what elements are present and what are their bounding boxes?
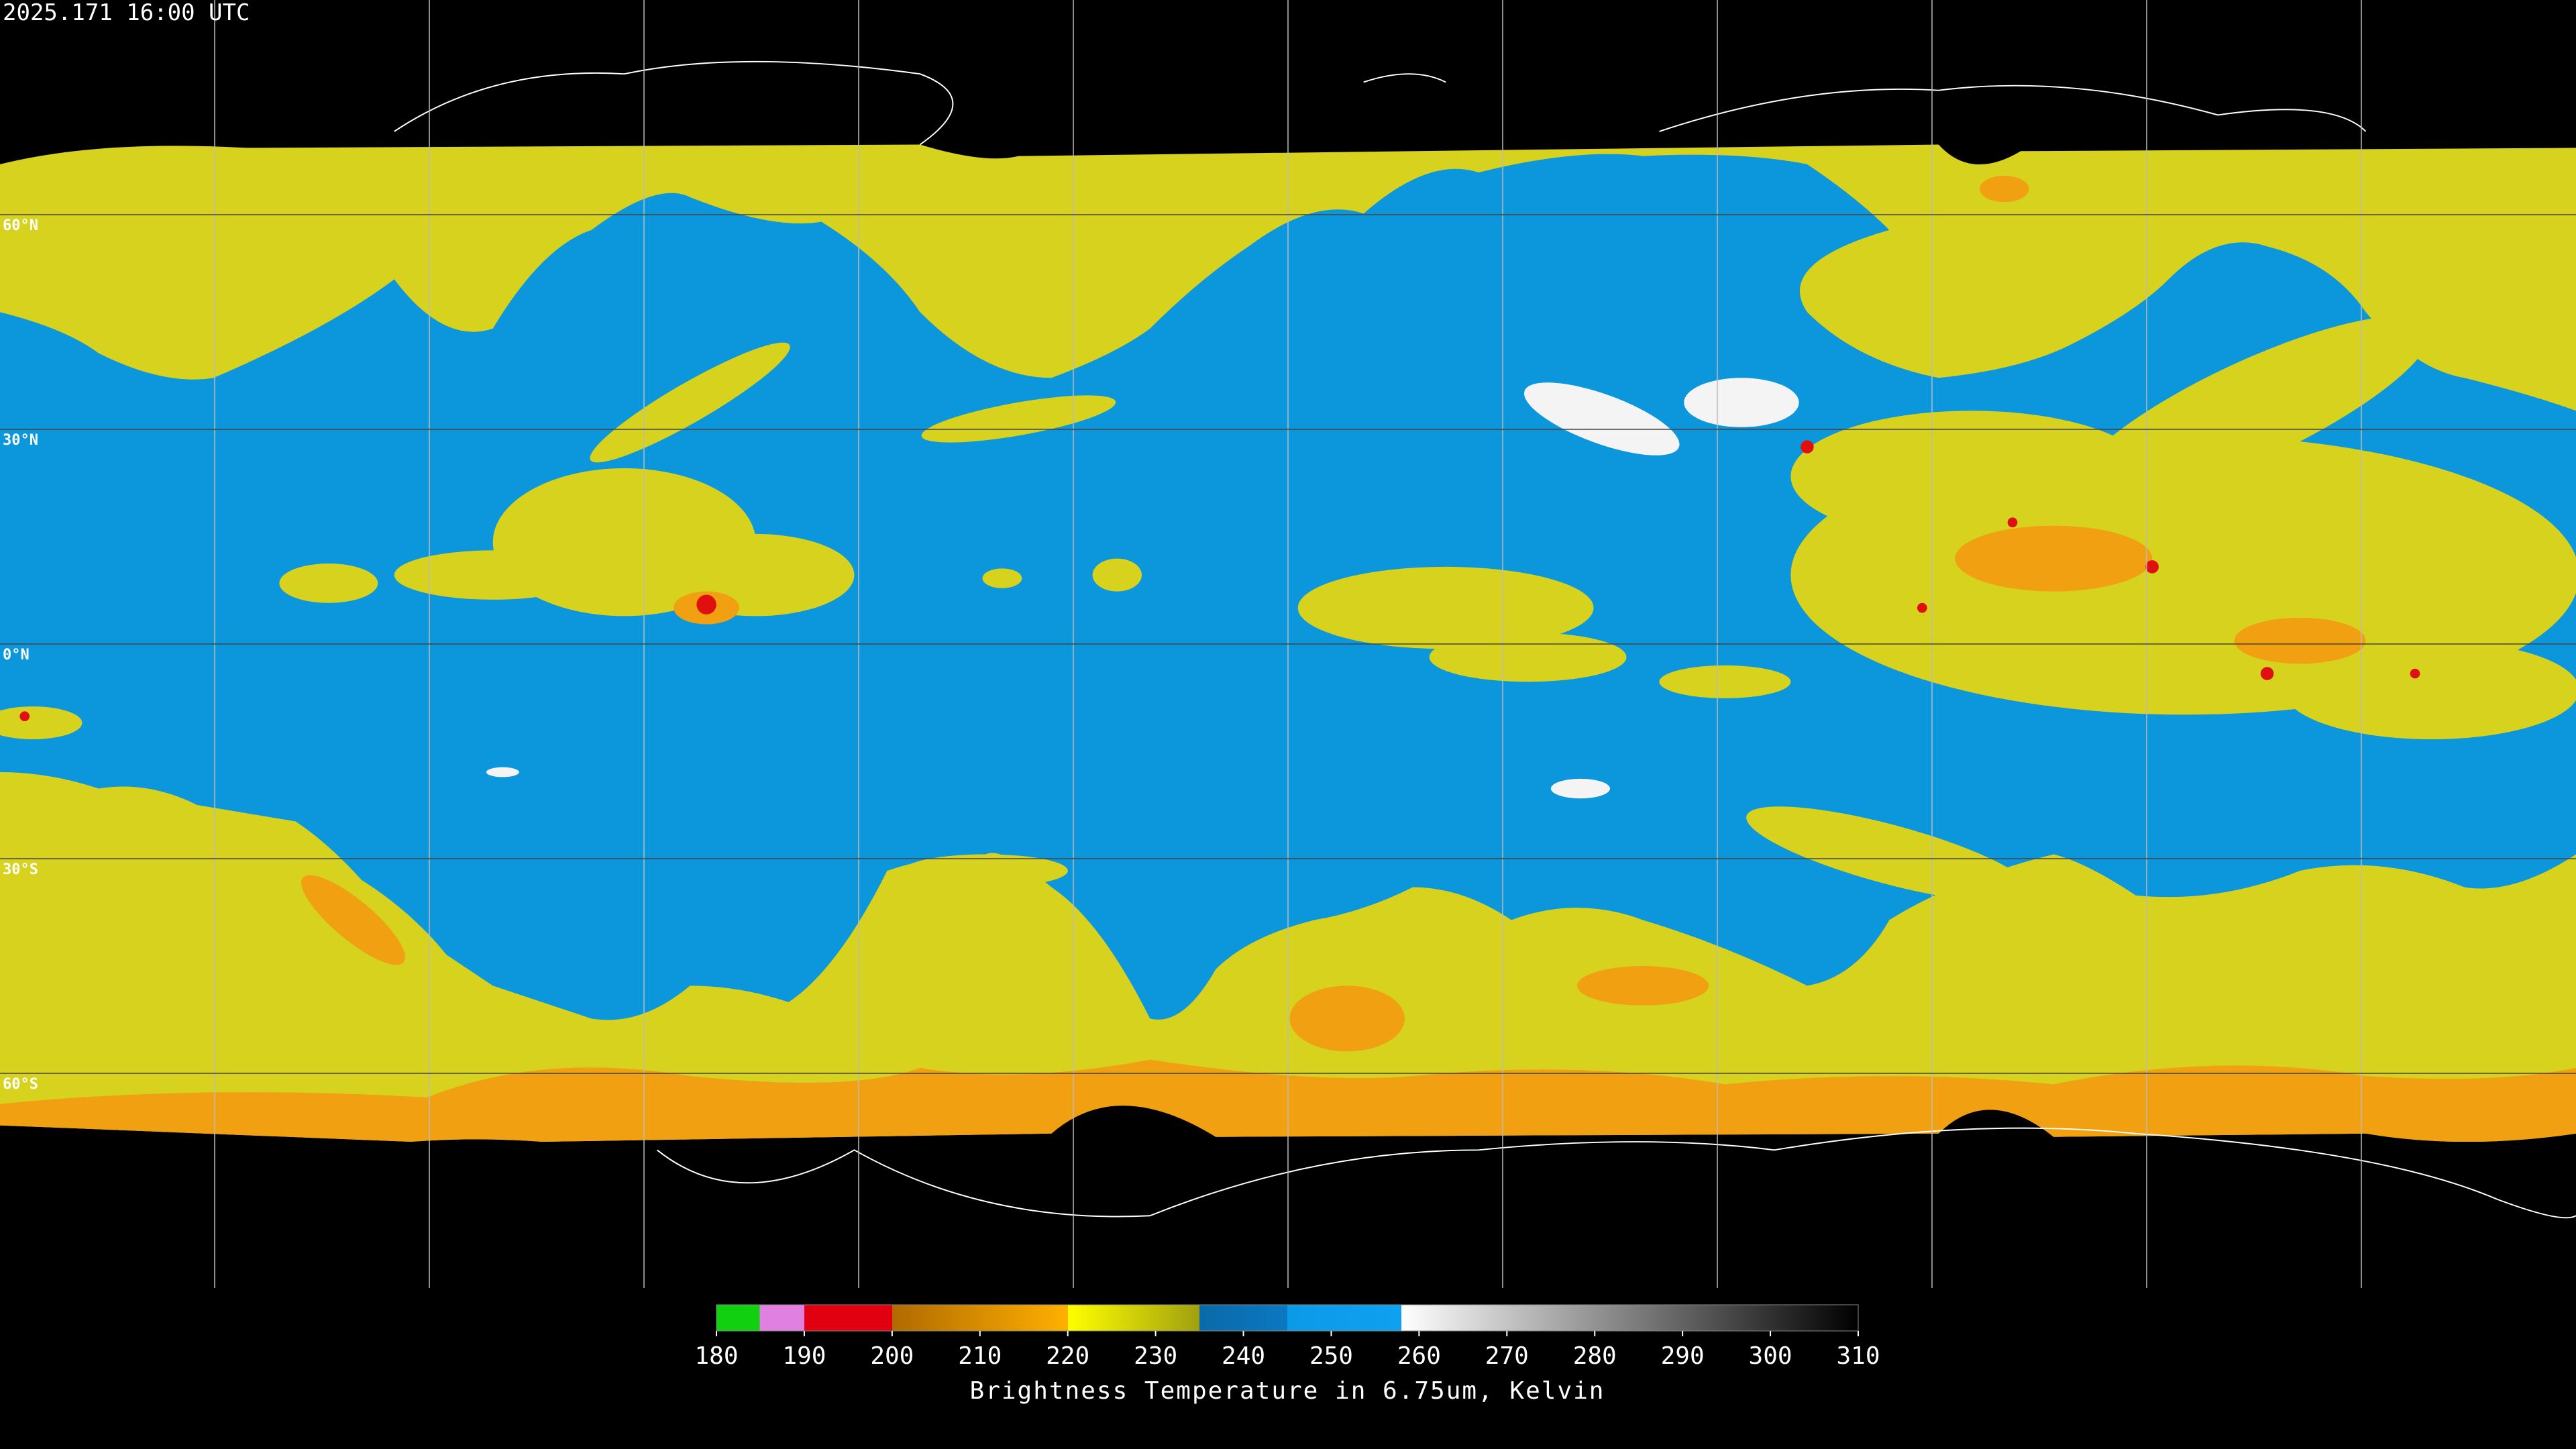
latitude-label: 60°N — [3, 217, 38, 234]
colorbar-tick-label: 240 — [1222, 1342, 1265, 1370]
colorbar-tick-label: 220 — [1046, 1342, 1089, 1370]
timestamp: 2025.171 16:00 UTC — [3, 0, 250, 26]
latitude-label: 0°N — [3, 647, 30, 663]
latitude-label: 30°N — [3, 432, 38, 449]
latitude-label: 30°S — [3, 861, 38, 878]
colorbar-tick-label: 310 — [1836, 1342, 1880, 1370]
colorbar-tick-label: 190 — [782, 1342, 826, 1370]
graticule — [0, 0, 2576, 1288]
colorbar-tick-label: 230 — [1134, 1342, 1177, 1370]
colorbar-label: Brightness Temperature in 6.75um, Kelvin — [970, 1377, 1605, 1405]
colorbar-tick-label: 270 — [1485, 1342, 1529, 1370]
colorbar-tick-label: 260 — [1397, 1342, 1441, 1370]
very-dry-region — [486, 378, 1799, 799]
latitude-label: 60°S — [3, 1076, 38, 1093]
colorbar-tick-label: 180 — [694, 1342, 738, 1370]
colorbar-tick-label: 250 — [1309, 1342, 1353, 1370]
colorbar-tick-label: 280 — [1573, 1342, 1617, 1370]
convection-clouds — [0, 316, 2576, 1016]
colorbar-tick-label: 290 — [1661, 1342, 1705, 1370]
colorbar-tick-label: 200 — [870, 1342, 914, 1370]
colorbar-tick-label: 210 — [958, 1342, 1002, 1370]
cold-cloud-tops — [301, 176, 2366, 1052]
deep-convection — [19, 440, 2420, 722]
colorbar-tick-label: 300 — [1749, 1342, 1792, 1370]
colorbar — [716, 1304, 1859, 1332]
coastlines — [394, 60, 2576, 1219]
